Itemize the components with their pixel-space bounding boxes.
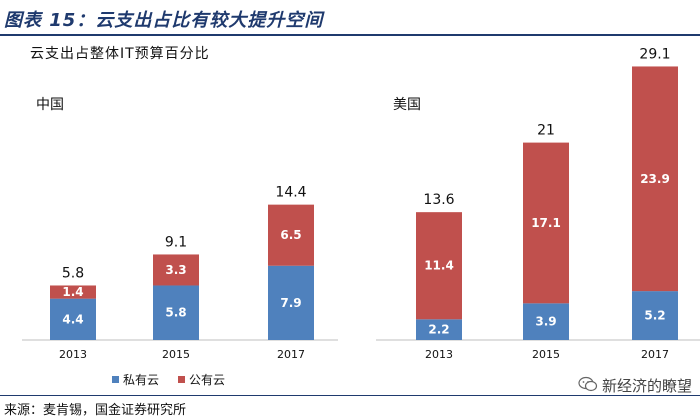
bar-private-2017 bbox=[632, 291, 678, 340]
total-label: 5.8 bbox=[62, 265, 84, 281]
title-rule bbox=[0, 34, 700, 36]
data-label: 5.2 bbox=[644, 309, 665, 323]
source-note: 来源：麦肯锡，国金证券研究所 bbox=[4, 403, 187, 418]
x-tick-label: 2015 bbox=[532, 348, 560, 361]
x-tick-label: 2015 bbox=[162, 348, 190, 361]
bar-public-2017 bbox=[268, 204, 314, 266]
data-label: 4.4 bbox=[62, 312, 83, 326]
bar-public-2017 bbox=[632, 66, 678, 292]
legend-label-private: 私有云 bbox=[123, 373, 159, 387]
chart-legend: 私有云 公有云 bbox=[112, 373, 225, 387]
panel-title: 美国 bbox=[393, 97, 421, 113]
bar-private-2015 bbox=[523, 303, 569, 340]
x-tick-label: 2013 bbox=[425, 348, 453, 361]
bar-public-2015 bbox=[153, 254, 199, 286]
wechat-icon bbox=[578, 376, 598, 396]
total-label: 14.4 bbox=[275, 185, 306, 201]
x-tick-label: 2017 bbox=[277, 348, 305, 361]
x-tick-label: 2013 bbox=[59, 348, 87, 361]
panel-china: 中国 4.4 1.4 5.8 2013 5.8 3.3 9.1 2015 7.9 6.5 14.4 20… bbox=[22, 97, 338, 361]
panel-title: 中国 bbox=[36, 97, 64, 113]
figure-title: 图表 15：云支出占比有较大提升空间 bbox=[4, 10, 324, 31]
chart-panels: 中国 4.4 1.4 5.8 2013 5.8 3.3 9.1 2015 7.9 6.5 14.4 20… bbox=[22, 46, 700, 361]
bar-private-2017 bbox=[268, 265, 314, 340]
x-tick-label: 2017 bbox=[641, 348, 669, 361]
total-label: 21 bbox=[537, 123, 555, 139]
legend-swatch-private bbox=[112, 376, 119, 383]
data-label: 3.3 bbox=[165, 263, 186, 277]
legend-label-public: 公有云 bbox=[189, 373, 225, 387]
total-label: 9.1 bbox=[165, 234, 187, 250]
chart-subtitle: 云支出占整体IT预算百分比 bbox=[30, 46, 210, 62]
data-label: 2.2 bbox=[428, 323, 449, 337]
data-label: 23.9 bbox=[640, 172, 670, 186]
data-label: 6.5 bbox=[280, 228, 301, 242]
data-label: 3.9 bbox=[535, 315, 556, 329]
bar-private-2013 bbox=[50, 298, 96, 340]
data-label: 1.4 bbox=[62, 285, 83, 299]
total-label: 29.1 bbox=[639, 46, 670, 62]
bar-public-2015 bbox=[523, 142, 569, 304]
bar-public-2013 bbox=[416, 212, 462, 320]
total-label: 13.6 bbox=[423, 192, 454, 208]
data-label: 11.4 bbox=[424, 259, 454, 273]
data-label: 7.9 bbox=[280, 296, 301, 310]
footer-rule bbox=[0, 395, 700, 396]
data-label: 5.8 bbox=[165, 306, 186, 320]
bar-public-2013 bbox=[50, 285, 96, 299]
data-label: 17.1 bbox=[531, 216, 561, 230]
panel-usa: 美国 2.2 11.4 13.6 2013 3.9 17.1 21 2015 5.2 23.9 29.… bbox=[376, 46, 700, 361]
legend-swatch-public bbox=[178, 376, 185, 383]
watermark-text: 新经济的瞭望 bbox=[601, 377, 692, 395]
bar-private-2015 bbox=[153, 285, 199, 340]
bar-private-2013 bbox=[416, 319, 462, 340]
watermark: 新经济的瞭望 bbox=[578, 375, 692, 396]
